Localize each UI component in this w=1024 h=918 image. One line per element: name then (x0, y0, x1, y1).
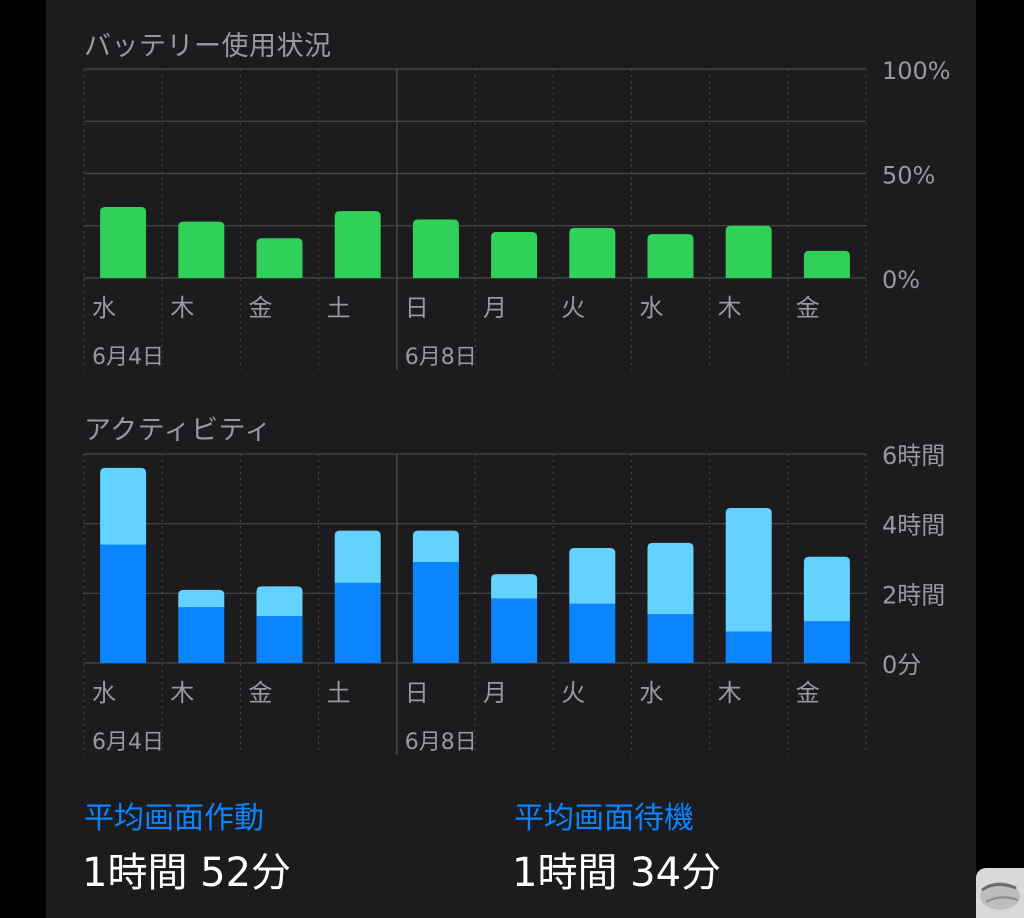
thumbnail-image[interactable] (976, 868, 1024, 918)
stacked-bar-segment-screen-on (100, 544, 147, 663)
stacked-bar-segment-screen-on (725, 631, 772, 663)
y-tick-label: 0分 (882, 651, 921, 679)
y-tick-label: 4時間 (882, 512, 945, 540)
day-label: 土 (327, 679, 351, 707)
date-label: 6月8日 (405, 730, 477, 755)
day-label: 月 (483, 679, 507, 707)
day-label: 金 (796, 679, 820, 707)
average-screen-off-label: 平均画面待機 (514, 801, 694, 836)
stacked-bar-segment-screen-off (803, 556, 850, 622)
stacked-bar-segment-screen-off (725, 507, 772, 632)
stacked-bar-segment-screen-on (334, 582, 381, 663)
battery-bar (334, 211, 381, 278)
stacked-bar-segment-screen-off (647, 542, 694, 615)
day-label: 木 (718, 294, 742, 322)
stacked-bar-segment-screen-off (412, 530, 459, 562)
battery-usage-chart[interactable]: 100% 50% 0% 水 木 金 土 日 月 火 水 木 金 6月4日 6月8日 (0, 0, 1024, 400)
battery-bar (256, 238, 303, 278)
average-screen-on-value: 1時間 52分 (82, 850, 292, 896)
day-label: 金 (248, 294, 272, 322)
battery-bar (100, 206, 147, 278)
day-label: 水 (639, 679, 663, 707)
battery-bar (412, 219, 459, 278)
stacked-bar-segment-screen-on (412, 561, 459, 663)
day-label: 木 (170, 294, 194, 322)
day-label: 日 (405, 294, 429, 322)
average-screen-on-label: 平均画面作動 (84, 801, 264, 836)
stacked-bar-segment-screen-on (803, 621, 850, 663)
day-label: 火 (561, 294, 585, 322)
battery-bar (647, 234, 694, 278)
usage-panel (46, 0, 976, 918)
day-label: 水 (639, 294, 663, 322)
date-label: 6月4日 (92, 345, 164, 370)
stacked-bar-segment-screen-off (569, 548, 616, 604)
battery-bar (491, 232, 538, 278)
activity-chart-title: アクティビティ (84, 415, 272, 446)
stacked-bar-segment-screen-off (100, 467, 147, 545)
battery-chart-title: バッテリー使用状況 (84, 31, 332, 62)
stacked-bar-segment-screen-on (491, 598, 538, 663)
stacked-bar-segment-screen-off (334, 530, 381, 583)
day-label: 木 (718, 679, 742, 707)
day-label: 金 (248, 679, 272, 707)
y-tick-label: 6時間 (882, 442, 945, 470)
y-tick-label: 50% (882, 162, 935, 190)
battery-bar (569, 227, 616, 278)
stacked-bar-segment-screen-on (647, 614, 694, 663)
stacked-bar-segment-screen-off (178, 589, 225, 608)
day-label: 火 (561, 679, 585, 707)
battery-bar (803, 250, 850, 278)
day-label: 木 (170, 679, 194, 707)
stacked-bar-segment-screen-on (256, 615, 303, 663)
y-tick-label: 2時間 (882, 581, 945, 609)
stacked-bar-segment-screen-on (569, 603, 616, 663)
stacked-bar-segment-screen-on (178, 607, 225, 663)
day-label: 水 (92, 679, 116, 707)
date-label: 6月4日 (92, 730, 164, 755)
day-label: 土 (327, 294, 351, 322)
date-label: 6月8日 (405, 345, 477, 370)
stacked-bar-segment-screen-off (491, 574, 538, 599)
y-tick-label: 0% (882, 266, 920, 294)
stacked-bar-segment-screen-off (256, 586, 303, 616)
y-tick-label: 100% (882, 57, 951, 85)
battery-bar (178, 221, 225, 278)
day-label: 水 (92, 294, 116, 322)
day-label: 金 (796, 294, 820, 322)
day-label: 日 (405, 679, 429, 707)
average-screen-off-value: 1時間 34分 (512, 850, 722, 896)
day-label: 月 (483, 294, 507, 322)
battery-bar (725, 225, 772, 278)
